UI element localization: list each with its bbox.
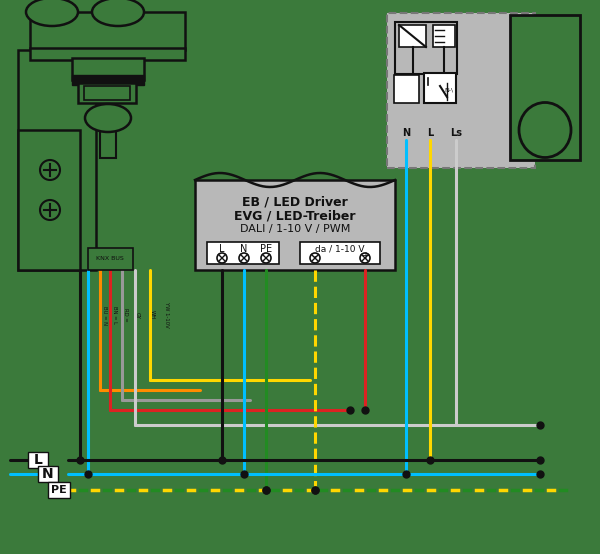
Bar [433, 25, 455, 47]
Bar [424, 73, 456, 103]
Text: L: L [34, 453, 43, 467]
Ellipse shape [519, 102, 571, 157]
Text: +: + [361, 251, 369, 261]
Bar [30, 48, 185, 60]
Bar [30, 12, 185, 50]
Ellipse shape [92, 0, 144, 26]
Bar [510, 15, 580, 160]
Bar [72, 75, 144, 85]
Bar [88, 248, 133, 270]
Ellipse shape [26, 0, 78, 26]
Circle shape [239, 253, 249, 263]
Text: WH: WH [150, 310, 155, 320]
Text: PE: PE [260, 244, 272, 254]
Bar [18, 50, 96, 270]
Text: da / 1-10 V: da / 1-10 V [315, 244, 365, 254]
Bar [28, 452, 48, 468]
Ellipse shape [85, 104, 131, 132]
Circle shape [310, 253, 320, 263]
Circle shape [261, 253, 271, 263]
Text: EB / LED Driver: EB / LED Driver [242, 196, 348, 208]
Text: YW 1-10V: YW 1-10V [164, 302, 169, 328]
Bar [195, 180, 395, 270]
Text: GY: GY [135, 311, 140, 319]
Bar [207, 242, 279, 264]
Bar [395, 22, 457, 74]
Bar [399, 25, 426, 47]
Circle shape [40, 160, 60, 180]
Circle shape [360, 253, 370, 263]
Text: N: N [42, 467, 54, 481]
Bar [84, 86, 130, 100]
Text: L: L [219, 244, 225, 254]
Bar [38, 466, 58, 482]
Bar [72, 58, 144, 80]
Bar [18, 130, 80, 270]
Text: L: L [427, 128, 433, 138]
Bar [300, 242, 380, 264]
Bar [78, 83, 136, 103]
Bar [100, 128, 116, 158]
Bar [387, 13, 535, 168]
Circle shape [40, 200, 60, 220]
Bar [394, 75, 419, 103]
Text: BU = N: BU = N [102, 305, 107, 325]
Text: RD =: RD = [123, 308, 128, 322]
Text: KNX BUS: KNX BUS [96, 257, 124, 261]
Text: EVG / LED-Treiber: EVG / LED-Treiber [234, 209, 356, 223]
Text: BN = L: BN = L [112, 306, 117, 324]
Text: -: - [313, 251, 317, 261]
Text: Ls: Ls [450, 128, 462, 138]
Text: N: N [241, 244, 248, 254]
Text: N-\: N-\ [445, 88, 454, 93]
Circle shape [217, 253, 227, 263]
Text: N: N [402, 128, 410, 138]
Text: DALI / 1-10 V / PWM: DALI / 1-10 V / PWM [240, 224, 350, 234]
Text: PE: PE [51, 485, 67, 495]
Bar [48, 482, 70, 498]
